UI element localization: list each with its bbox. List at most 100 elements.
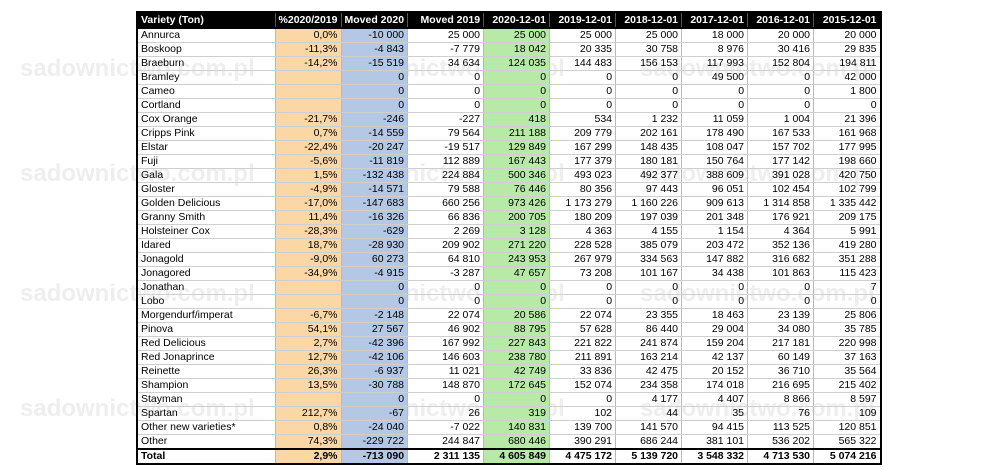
value-cell: 8 597 — [813, 392, 882, 407]
table-row: Red Delicious 2,7% -42 396 167 992 227 843 22… — [137, 336, 882, 351]
variety-name-cell: Cox Orange — [137, 112, 276, 127]
table-row: Granny Smith 11,4% -16 326 66 836 200 705 180… — [137, 210, 882, 225]
value-cell: 0 — [483, 280, 551, 295]
value-cell: 18 463 — [681, 308, 749, 323]
value-cell: 0 — [549, 392, 617, 407]
value-cell: 0 — [615, 294, 683, 309]
variety-name-cell: Granny Smith — [137, 210, 276, 225]
value-cell: 244 847 — [407, 434, 485, 450]
value-cell: 216 695 — [747, 378, 815, 393]
table-row: Shampion 13,5% -30 788 148 870 172 645 152 07… — [137, 378, 882, 393]
value-cell: 0 — [407, 280, 485, 295]
value-cell: 60 149 — [747, 350, 815, 365]
variety-name-cell: Boskoop — [137, 42, 276, 57]
value-cell: 167 299 — [549, 140, 617, 155]
value-cell: 102 — [549, 406, 617, 421]
value-cell: 220 998 — [813, 336, 882, 351]
variety-name-cell: Jonagold — [137, 252, 276, 267]
value-cell: 0 — [615, 280, 683, 295]
value-cell: 198 660 — [813, 154, 882, 169]
value-cell: -7 022 — [407, 420, 485, 435]
value-cell: 79 564 — [407, 126, 485, 141]
table-row: Cripps Pink 0,7% -14 559 79 564 211 188 209 7… — [137, 126, 882, 141]
value-cell: 120 851 — [813, 420, 882, 435]
value-cell: 534 — [549, 112, 617, 127]
value-cell: 141 570 — [615, 420, 683, 435]
value-cell: -4,9% — [275, 182, 342, 197]
value-cell: 0,0% — [275, 28, 342, 43]
value-cell: 0 — [549, 280, 617, 295]
value-cell: -227 — [407, 112, 485, 127]
variety-name-cell: Stayman — [137, 392, 276, 407]
table-row: Lobo 0 0 0 0 0 0 0 0 — [137, 294, 882, 309]
value-cell: 117 993 — [681, 56, 749, 71]
value-cell: -3 287 — [407, 266, 485, 281]
value-cell: -229 722 — [341, 434, 409, 450]
value-cell: 1 314 858 — [747, 196, 815, 211]
value-cell: 163 214 — [615, 350, 683, 365]
value-cell: 390 291 — [549, 434, 617, 450]
value-cell: -6,7% — [275, 308, 342, 323]
value-cell: 161 968 — [813, 126, 882, 141]
value-cell: 1 232 — [615, 112, 683, 127]
value-cell: 36 710 — [747, 364, 815, 379]
header-cell: 2020-12-01 — [483, 12, 551, 29]
value-cell: 0 — [341, 280, 409, 295]
value-cell: 176 921 — [747, 210, 815, 225]
value-cell: 500 346 — [483, 168, 551, 183]
value-cell: 2 269 — [407, 224, 485, 239]
value-cell: 0 — [483, 98, 551, 113]
value-cell: 34 634 — [407, 56, 485, 71]
value-cell: 973 426 — [483, 196, 551, 211]
table-row: Jonagold -9,0% 60 273 64 810 243 953 267 979 3… — [137, 252, 882, 267]
value-cell: 101 863 — [747, 266, 815, 281]
value-cell: 60 273 — [341, 252, 409, 267]
value-cell: 0 — [341, 392, 409, 407]
table-row: Holsteiner Cox -28,3% -629 2 269 3 128 4 363 4… — [137, 224, 882, 239]
table-row: Reinette 26,3% -6 937 11 021 42 749 33 836 42 … — [137, 364, 882, 379]
value-cell: -11,3% — [275, 42, 342, 57]
value-cell: 30 758 — [615, 42, 683, 57]
value-cell: 26,3% — [275, 364, 342, 379]
value-cell: 23 355 — [615, 308, 683, 323]
value-cell: 177 379 — [549, 154, 617, 169]
variety-name-cell: Annurca — [137, 28, 276, 43]
value-cell: 2,7% — [275, 336, 342, 351]
value-cell: 147 882 — [681, 252, 749, 267]
value-cell: 108 047 — [681, 140, 749, 155]
value-cell: 0 — [483, 294, 551, 309]
value-cell: 20 335 — [549, 42, 617, 57]
value-cell: 20 586 — [483, 308, 551, 323]
value-cell: 197 039 — [615, 210, 683, 225]
value-cell: 316 682 — [747, 252, 815, 267]
value-cell: 152 074 — [549, 378, 617, 393]
variety-name-cell: Morgendurf/imperat — [137, 308, 276, 323]
total-cell: Total — [137, 448, 276, 465]
value-cell: 243 953 — [483, 252, 551, 267]
table-row: Cox Orange -21,7% -246 -227 418 534 1 232 11 05… — [137, 112, 882, 127]
value-cell: 4 177 — [615, 392, 683, 407]
variety-name-cell: Golden Delicious — [137, 196, 276, 211]
variety-name-cell: Pinova — [137, 322, 276, 337]
value-cell: 0 — [407, 84, 485, 99]
value-cell: 22 074 — [407, 308, 485, 323]
value-cell: 271 220 — [483, 238, 551, 253]
value-cell: 419 280 — [813, 238, 882, 253]
table-row: Idared 18,7% -28 930 209 902 271 220 228 528 3… — [137, 238, 882, 253]
value-cell: 35 785 — [813, 322, 882, 337]
value-cell: 22 074 — [549, 308, 617, 323]
header-cell: %2020/2019 — [275, 12, 342, 29]
variety-name-cell: Idared — [137, 238, 276, 253]
value-cell: 0 — [615, 84, 683, 99]
header-cell: 2016-12-01 — [747, 12, 815, 29]
value-cell: 54,1% — [275, 322, 342, 337]
variety-name-cell: Reinette — [137, 364, 276, 379]
value-cell: 0 — [407, 70, 485, 85]
value-cell: 391 028 — [747, 168, 815, 183]
value-cell: 0 — [407, 392, 485, 407]
value-cell: -246 — [341, 112, 409, 127]
value-cell: -14 571 — [341, 182, 409, 197]
value-cell: 29 004 — [681, 322, 749, 337]
value-cell: 238 780 — [483, 350, 551, 365]
value-cell: 157 702 — [747, 140, 815, 155]
